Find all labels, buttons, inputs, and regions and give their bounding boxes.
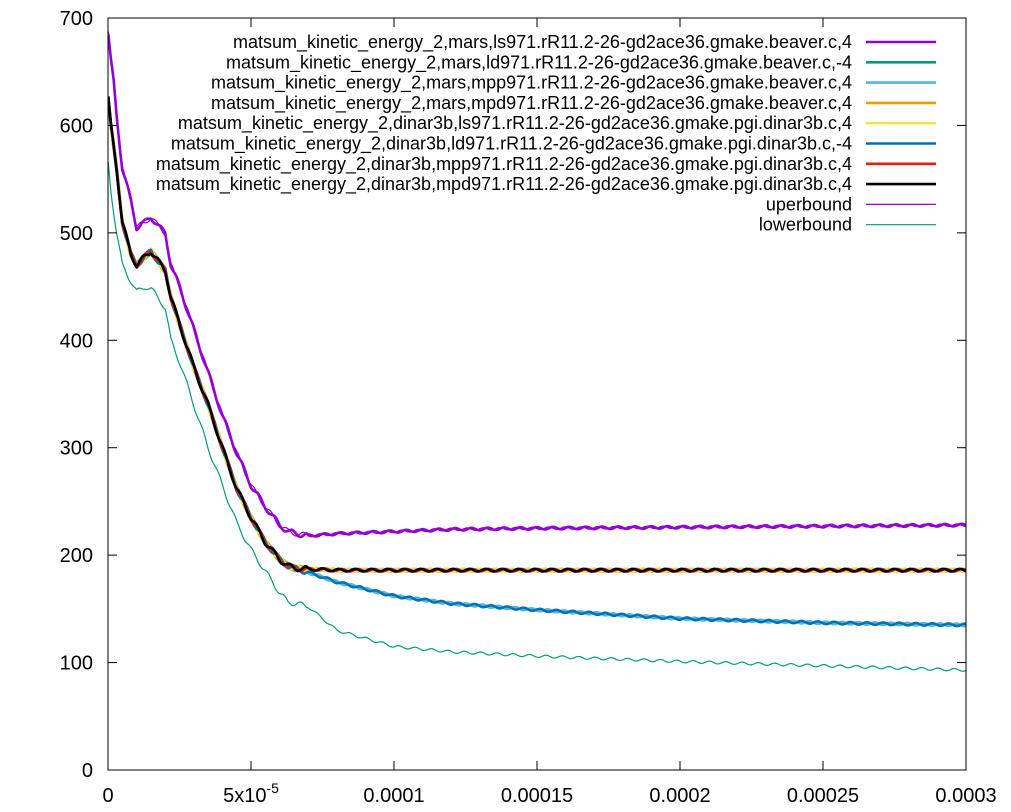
legend-label: matsum_kinetic_energy_2,mars,ld971.rR11.…	[226, 52, 852, 73]
x-tick-label: 0.0001	[363, 785, 424, 807]
y-tick-label: 600	[60, 115, 93, 137]
legend-label: matsum_kinetic_energy_2,mars,mpd971.rR11…	[211, 93, 852, 114]
legend-label: matsum_kinetic_energy_2,dinar3b,mpp971.r…	[156, 154, 852, 175]
legend-label: matsum_kinetic_energy_2,dinar3b,ld971.rR…	[171, 134, 852, 155]
legend-label: matsum_kinetic_energy_2,mars,mpp971.rR11…	[211, 73, 852, 94]
x-tick-label: 0.0002	[649, 785, 710, 807]
legend-label: matsum_kinetic_energy_2,mars,ls971.rR11.…	[233, 32, 852, 53]
y-tick-label: 700	[60, 8, 93, 30]
legend-label: matsum_kinetic_energy_2,dinar3b,ls971.rR…	[178, 113, 852, 134]
series-line	[108, 31, 966, 538]
series-line	[108, 162, 966, 672]
y-tick-label: 500	[60, 223, 93, 245]
series-line	[108, 100, 966, 628]
x-tick-label: 0.0003	[935, 785, 996, 807]
series-layer	[108, 31, 966, 672]
legend-label: lowerbound	[759, 215, 852, 235]
x-tick-label: 0.00025	[787, 785, 859, 807]
y-tick-label: 200	[60, 545, 93, 567]
y-tick-label: 0	[82, 760, 93, 782]
x-tick-label: 0.00015	[501, 785, 573, 807]
legend-label: uperbound	[766, 194, 852, 214]
y-tick-label: 100	[60, 653, 93, 675]
x-tick-label: 0	[102, 785, 113, 807]
y-axis-tick-labels: 0 100 200 300 400 500 600 700	[60, 8, 93, 782]
series-line	[108, 96, 966, 573]
y-tick-label: 300	[60, 438, 93, 460]
legend: matsum_kinetic_energy_2,mars,ls971.rR11.…	[156, 32, 936, 235]
x-tick-label: 5x10-5	[223, 780, 279, 807]
legend-label: matsum_kinetic_energy_2,dinar3b,mpd971.r…	[156, 174, 852, 195]
series-line	[108, 33, 966, 539]
y-tick-label: 400	[60, 330, 93, 352]
tick-marks	[108, 18, 966, 770]
x-axis-tick-labels: 0 5x10-5 0.0001 0.00015 0.0002 0.00025 0.0003	[102, 780, 996, 807]
